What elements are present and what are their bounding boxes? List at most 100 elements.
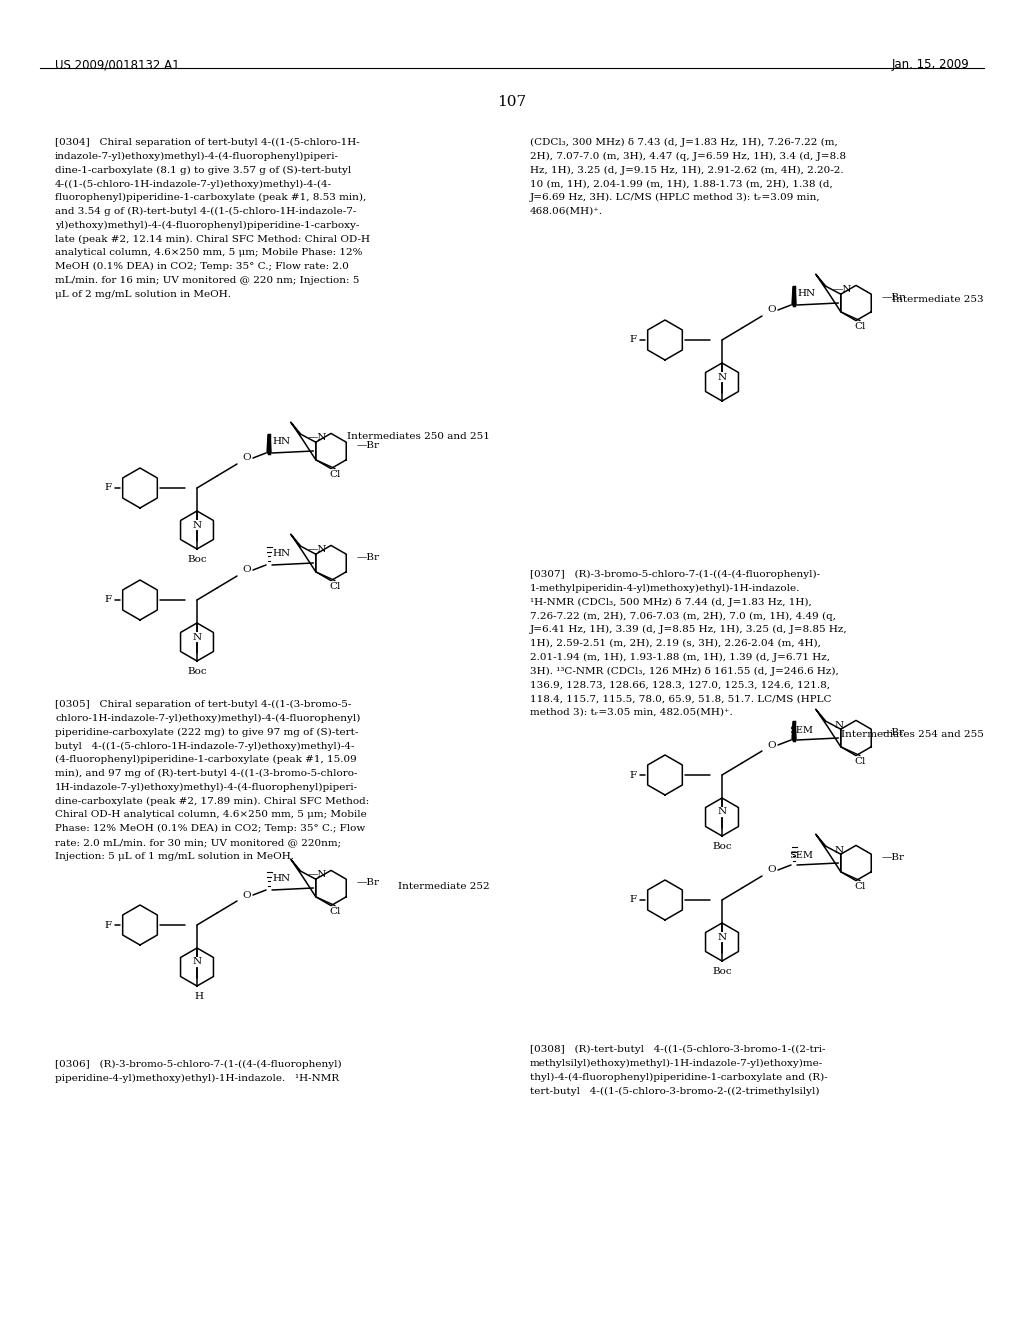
Text: —N: —N [308,433,328,442]
Text: rate: 2.0 mL/min. for 30 min; UV monitored @ 220nm;: rate: 2.0 mL/min. for 30 min; UV monitor… [55,838,341,847]
Text: yl)ethoxy)methyl)-4-(4-fluorophenyl)piperidine-1-carboxy-: yl)ethoxy)methyl)-4-(4-fluorophenyl)pipe… [55,220,359,230]
Text: [0304]   Chiral separation of tert-butyl 4-((1-(5-chloro-1H-: [0304] Chiral separation of tert-butyl 4… [55,139,359,147]
Text: O: O [768,305,776,314]
Text: —Br: —Br [356,553,380,562]
Text: Injection: 5 μL of 1 mg/mL solution in MeOH.: Injection: 5 μL of 1 mg/mL solution in M… [55,851,294,861]
Text: N: N [193,520,202,529]
Text: 4-((1-(5-chloro-1H-indazole-7-yl)ethoxy)methyl)-4-(4-: 4-((1-(5-chloro-1H-indazole-7-yl)ethoxy)… [55,180,332,189]
Text: N: N [718,808,727,817]
Text: J=6.69 Hz, 3H). LC/MS (HPLC method 3): tᵣ=3.09 min,: J=6.69 Hz, 3H). LC/MS (HPLC method 3): t… [530,193,820,202]
Text: 2.01-1.94 (m, 1H), 1.93-1.88 (m, 1H), 1.39 (d, J=6.71 Hz,: 2.01-1.94 (m, 1H), 1.93-1.88 (m, 1H), 1.… [530,653,830,661]
Text: HN: HN [272,437,291,446]
Text: HN: HN [272,549,291,558]
Text: —Br: —Br [882,293,904,302]
Text: MeOH (0.1% DEA) in CO2; Temp: 35° C.; Flow rate: 2.0: MeOH (0.1% DEA) in CO2; Temp: 35° C.; Fl… [55,263,349,272]
Text: O: O [768,741,776,750]
Text: Cl: Cl [854,758,865,766]
Polygon shape [792,286,796,305]
Text: 107: 107 [498,95,526,110]
Text: fluorophenyl)piperidine-1-carboxylate (peak #1, 8.53 min),: fluorophenyl)piperidine-1-carboxylate (p… [55,193,367,202]
Polygon shape [267,436,271,453]
Text: Phase: 12% MeOH (0.1% DEA) in CO2; Temp: 35° C.; Flow: Phase: 12% MeOH (0.1% DEA) in CO2; Temp:… [55,824,366,833]
Text: J=6.41 Hz, 1H), 3.39 (d, J=8.85 Hz, 1H), 3.25 (d, J=8.85 Hz,: J=6.41 Hz, 1H), 3.39 (d, J=8.85 Hz, 1H),… [530,626,848,635]
Text: —Br: —Br [356,878,380,887]
Text: [0308]   (R)-tert-butyl   4-((1-(5-chloro-3-bromo-1-((2-tri-: [0308] (R)-tert-butyl 4-((1-(5-chloro-3-… [530,1045,825,1055]
Text: O: O [243,891,251,899]
Polygon shape [792,722,796,741]
Text: dine-1-carboxylate (8.1 g) to give 3.57 g of (S)-tert-butyl: dine-1-carboxylate (8.1 g) to give 3.57 … [55,165,351,174]
Text: thyl)-4-(4-fluorophenyl)piperidine-1-carboxylate and (R)-: thyl)-4-(4-fluorophenyl)piperidine-1-car… [530,1073,827,1081]
Text: indazole-7-yl)ethoxy)methyl)-4-(4-fluorophenyl)piperi-: indazole-7-yl)ethoxy)methyl)-4-(4-fluoro… [55,152,339,161]
Text: 10 (m, 1H), 2.04-1.99 (m, 1H), 1.88-1.73 (m, 2H), 1.38 (d,: 10 (m, 1H), 2.04-1.99 (m, 1H), 1.88-1.73… [530,180,833,189]
Text: US 2009/0018132 A1: US 2009/0018132 A1 [55,58,179,71]
Text: butyl   4-((1-(5-chloro-1H-indazole-7-yl)ethoxy)methyl)-4-: butyl 4-((1-(5-chloro-1H-indazole-7-yl)e… [55,742,354,751]
Text: —N: —N [308,870,328,879]
Text: Intermediates 254 and 255: Intermediates 254 and 255 [841,730,984,739]
Text: 118.4, 115.7, 115.5, 78.0, 65.9, 51.8, 51.7. LC/MS (HPLC: 118.4, 115.7, 115.5, 78.0, 65.9, 51.8, 5… [530,694,831,704]
Text: [0305]   Chiral separation of tert-butyl 4-((1-(3-bromo-5-: [0305] Chiral separation of tert-butyl 4… [55,700,351,709]
Text: O: O [243,454,251,462]
Text: mL/min. for 16 min; UV monitored @ 220 nm; Injection: 5: mL/min. for 16 min; UV monitored @ 220 n… [55,276,359,285]
Text: Cl: Cl [854,322,865,331]
Text: F: F [104,595,112,605]
Text: F: F [630,335,637,345]
Text: late (peak #2, 12.14 min). Chiral SFC Method: Chiral OD-H: late (peak #2, 12.14 min). Chiral SFC Me… [55,235,370,244]
Text: —N: —N [308,545,328,554]
Text: Cl: Cl [330,470,341,479]
Text: Intermediates 250 and 251: Intermediates 250 and 251 [347,432,490,441]
Text: Boc: Boc [187,667,207,676]
Text: F: F [104,483,112,492]
Text: 7.26-7.22 (m, 2H), 7.06-7.03 (m, 2H), 7.0 (m, 1H), 4.49 (q,: 7.26-7.22 (m, 2H), 7.06-7.03 (m, 2H), 7.… [530,611,836,620]
Text: —Br: —Br [356,441,380,450]
Text: F: F [630,771,637,780]
Text: —Br: —Br [882,853,904,862]
Text: piperidine-carboxylate (222 mg) to give 97 mg of (S)-tert-: piperidine-carboxylate (222 mg) to give … [55,727,358,737]
Text: 468.06(MH)⁺.: 468.06(MH)⁺. [530,207,603,216]
Text: Boc: Boc [712,968,732,975]
Text: O: O [243,565,251,574]
Text: Cl: Cl [330,907,341,916]
Text: H: H [195,993,204,1001]
Text: N: N [835,721,844,730]
Text: [0306]   (R)-3-bromo-5-chloro-7-(1-((4-(4-fluorophenyl): [0306] (R)-3-bromo-5-chloro-7-(1-((4-(4-… [55,1060,342,1069]
Text: Boc: Boc [187,554,207,564]
Text: HN: HN [272,874,291,883]
Text: 1H), 2.59-2.51 (m, 2H), 2.19 (s, 3H), 2.26-2.04 (m, 4H),: 1H), 2.59-2.51 (m, 2H), 2.19 (s, 3H), 2.… [530,639,821,648]
Text: Jan. 15, 2009: Jan. 15, 2009 [891,58,969,71]
Text: F: F [104,920,112,929]
Text: (CDCl₃, 300 MHz) δ 7.43 (d, J=1.83 Hz, 1H), 7.26-7.22 (m,: (CDCl₃, 300 MHz) δ 7.43 (d, J=1.83 Hz, 1… [530,139,838,147]
Text: N: N [718,932,727,941]
Text: SEM: SEM [788,726,813,735]
Text: Intermediate 253: Intermediate 253 [892,294,984,304]
Text: —Br: —Br [882,729,904,737]
Text: N: N [193,957,202,966]
Text: Cl: Cl [330,582,341,591]
Text: Boc: Boc [712,842,732,851]
Text: SEM: SEM [788,851,813,861]
Text: piperidine-4-yl)methoxy)ethyl)-1H-indazole.   ¹H-NMR: piperidine-4-yl)methoxy)ethyl)-1H-indazo… [55,1073,339,1082]
Text: Hz, 1H), 3.25 (d, J=9.15 Hz, 1H), 2.91-2.62 (m, 4H), 2.20-2.: Hz, 1H), 3.25 (d, J=9.15 Hz, 1H), 2.91-2… [530,165,844,174]
Text: ¹H-NMR (CDCl₃, 500 MHz) δ 7.44 (d, J=1.83 Hz, 1H),: ¹H-NMR (CDCl₃, 500 MHz) δ 7.44 (d, J=1.8… [530,598,812,607]
Text: —N: —N [833,285,852,294]
Text: tert-butyl   4-((1-(5-chloro-3-bromo-2-((2-trimethylsilyl): tert-butyl 4-((1-(5-chloro-3-bromo-2-((2… [530,1086,819,1096]
Text: chloro-1H-indazole-7-yl)ethoxy)methyl)-4-(4-fluorophenyl): chloro-1H-indazole-7-yl)ethoxy)methyl)-4… [55,714,360,723]
Text: analytical column, 4.6×250 mm, 5 μm; Mobile Phase: 12%: analytical column, 4.6×250 mm, 5 μm; Mob… [55,248,362,257]
Text: Chiral OD-H analytical column, 4.6×250 mm, 5 μm; Mobile: Chiral OD-H analytical column, 4.6×250 m… [55,810,367,820]
Text: O: O [768,866,776,874]
Text: 3H). ¹³C-NMR (CDCl₃, 126 MHz) δ 161.55 (d, J=246.6 Hz),: 3H). ¹³C-NMR (CDCl₃, 126 MHz) δ 161.55 (… [530,667,839,676]
Text: 2H), 7.07-7.0 (m, 3H), 4.47 (q, J=6.59 Hz, 1H), 3.4 (d, J=8.8: 2H), 7.07-7.0 (m, 3H), 4.47 (q, J=6.59 H… [530,152,846,161]
Text: dine-carboxylate (peak #2, 17.89 min). Chiral SFC Method:: dine-carboxylate (peak #2, 17.89 min). C… [55,796,370,805]
Text: HN: HN [798,289,816,298]
Text: methylsilyl)ethoxy)methyl)-1H-indazole-7-yl)ethoxy)me-: methylsilyl)ethoxy)methyl)-1H-indazole-7… [530,1059,823,1068]
Text: and 3.54 g of (R)-tert-butyl 4-((1-(5-chloro-1H-indazole-7-: and 3.54 g of (R)-tert-butyl 4-((1-(5-ch… [55,207,356,216]
Text: Cl: Cl [854,882,865,891]
Text: method 3): tᵣ=3.05 min, 482.05(MH)⁺.: method 3): tᵣ=3.05 min, 482.05(MH)⁺. [530,708,733,717]
Text: N: N [193,632,202,642]
Text: [0307]   (R)-3-bromo-5-chloro-7-(1-((4-(4-fluorophenyl)-: [0307] (R)-3-bromo-5-chloro-7-(1-((4-(4-… [530,570,820,579]
Text: 1H-indazole-7-yl)ethoxy)methyl)-4-(4-fluorophenyl)piperi-: 1H-indazole-7-yl)ethoxy)methyl)-4-(4-flu… [55,783,358,792]
Text: 136.9, 128.73, 128.66, 128.3, 127.0, 125.3, 124.6, 121.8,: 136.9, 128.73, 128.66, 128.3, 127.0, 125… [530,680,830,689]
Text: μL of 2 mg/mL solution in MeOH.: μL of 2 mg/mL solution in MeOH. [55,290,231,298]
Text: min), and 97 mg of (R)-tert-butyl 4-((1-(3-bromo-5-chloro-: min), and 97 mg of (R)-tert-butyl 4-((1-… [55,770,357,777]
Text: Intermediate 252: Intermediate 252 [398,882,490,891]
Text: F: F [630,895,637,904]
